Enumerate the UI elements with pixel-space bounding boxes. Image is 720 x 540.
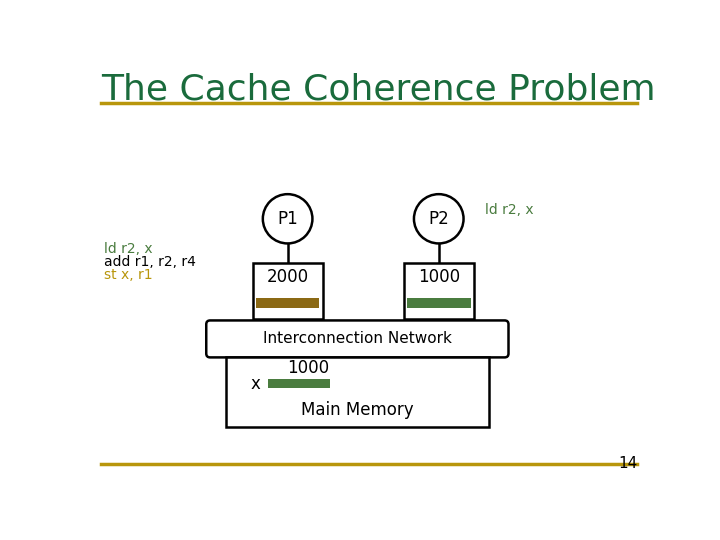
FancyBboxPatch shape <box>407 298 471 308</box>
Text: The Cache Coherence Problem: The Cache Coherence Problem <box>101 72 655 106</box>
Circle shape <box>414 194 464 244</box>
FancyBboxPatch shape <box>256 298 320 308</box>
FancyBboxPatch shape <box>206 320 508 357</box>
Text: add r1, r2, r4: add r1, r2, r4 <box>104 255 196 269</box>
FancyBboxPatch shape <box>404 264 474 319</box>
Text: Interconnection Network: Interconnection Network <box>263 332 452 347</box>
FancyBboxPatch shape <box>269 379 330 388</box>
Text: st x, r1: st x, r1 <box>104 268 153 282</box>
Text: 1000: 1000 <box>418 268 460 286</box>
Text: ld r2, x: ld r2, x <box>485 204 534 218</box>
Text: P1: P1 <box>277 210 298 228</box>
Text: 1000: 1000 <box>287 360 329 377</box>
FancyBboxPatch shape <box>253 264 323 319</box>
Text: Main Memory: Main Memory <box>301 401 414 418</box>
FancyBboxPatch shape <box>225 357 489 427</box>
Text: x: x <box>251 375 261 393</box>
Text: P2: P2 <box>428 210 449 228</box>
Circle shape <box>263 194 312 244</box>
Text: ld r2, x: ld r2, x <box>104 242 153 256</box>
Text: 14: 14 <box>618 456 637 471</box>
Text: 2000: 2000 <box>266 268 309 286</box>
